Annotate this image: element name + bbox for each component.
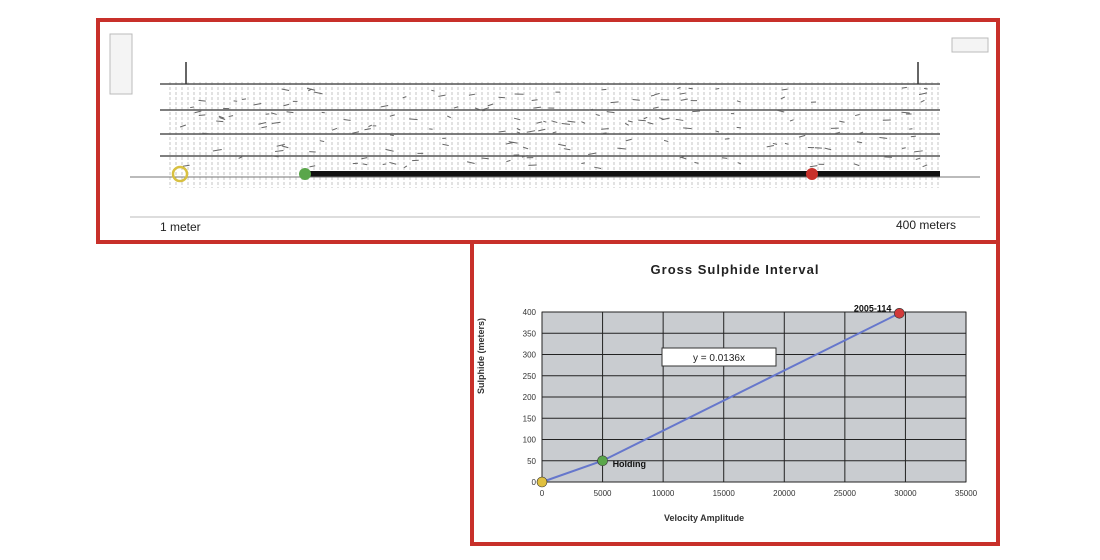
chart-panel: Gross Sulphide Interval 0 5000 10000 15000 2… xyxy=(470,240,1000,546)
y-tick-label: 300 xyxy=(523,351,537,360)
end-marker xyxy=(806,168,818,180)
seismic-legend-box xyxy=(109,33,133,95)
y-tick-label: 350 xyxy=(523,329,537,338)
x-tick-label: 5000 xyxy=(594,489,612,498)
x-tick-label: 15000 xyxy=(713,489,736,498)
y-tick-label: 50 xyxy=(527,457,536,466)
y-tick-label: 200 xyxy=(523,393,537,402)
data-point xyxy=(536,476,548,488)
data-point xyxy=(597,455,608,467)
holding-marker xyxy=(299,168,311,180)
x-tick-label: 20000 xyxy=(773,489,796,498)
x-axis-title: Velocity Amplitude xyxy=(664,513,745,523)
svg-text:y = 0.0136x: y = 0.0136x xyxy=(693,353,745,364)
data-point xyxy=(894,307,905,319)
x-tick-label: 25000 xyxy=(834,489,857,498)
seismic-traces xyxy=(130,62,980,218)
x-tick-label: 30000 xyxy=(894,489,917,498)
y-tick-label: 100 xyxy=(523,436,537,445)
seismic-scale-box xyxy=(951,37,989,53)
y-tick-label: 0 xyxy=(532,478,537,487)
left-depth-label: 1 meter xyxy=(160,220,201,234)
chart-plot: 0 5000 10000 15000 20000 25000 30000 35000 0 50 10… xyxy=(523,303,978,498)
x-tick-label: 35000 xyxy=(955,489,978,498)
y-tick-label: 250 xyxy=(523,372,537,381)
chart-title: Gross Sulphide Interval xyxy=(650,262,820,277)
right-depth-label: 400 meters xyxy=(895,218,956,232)
trendline-equation: y = 0.0136x xyxy=(661,347,777,367)
y-axis-title: Sulphide (meters) xyxy=(476,317,486,394)
y-tick-label: 400 xyxy=(523,308,537,317)
seismic-section-panel: 1 meter 400 meters xyxy=(96,18,1000,244)
data-point-label: 2005-114 xyxy=(854,303,892,313)
x-tick-label: 0 xyxy=(540,489,545,498)
seismic-section xyxy=(109,33,989,218)
start-marker xyxy=(171,165,189,183)
x-tick-label: 10000 xyxy=(652,489,675,498)
y-tick-label: 150 xyxy=(523,414,537,423)
data-point-label: Holding xyxy=(613,459,647,469)
